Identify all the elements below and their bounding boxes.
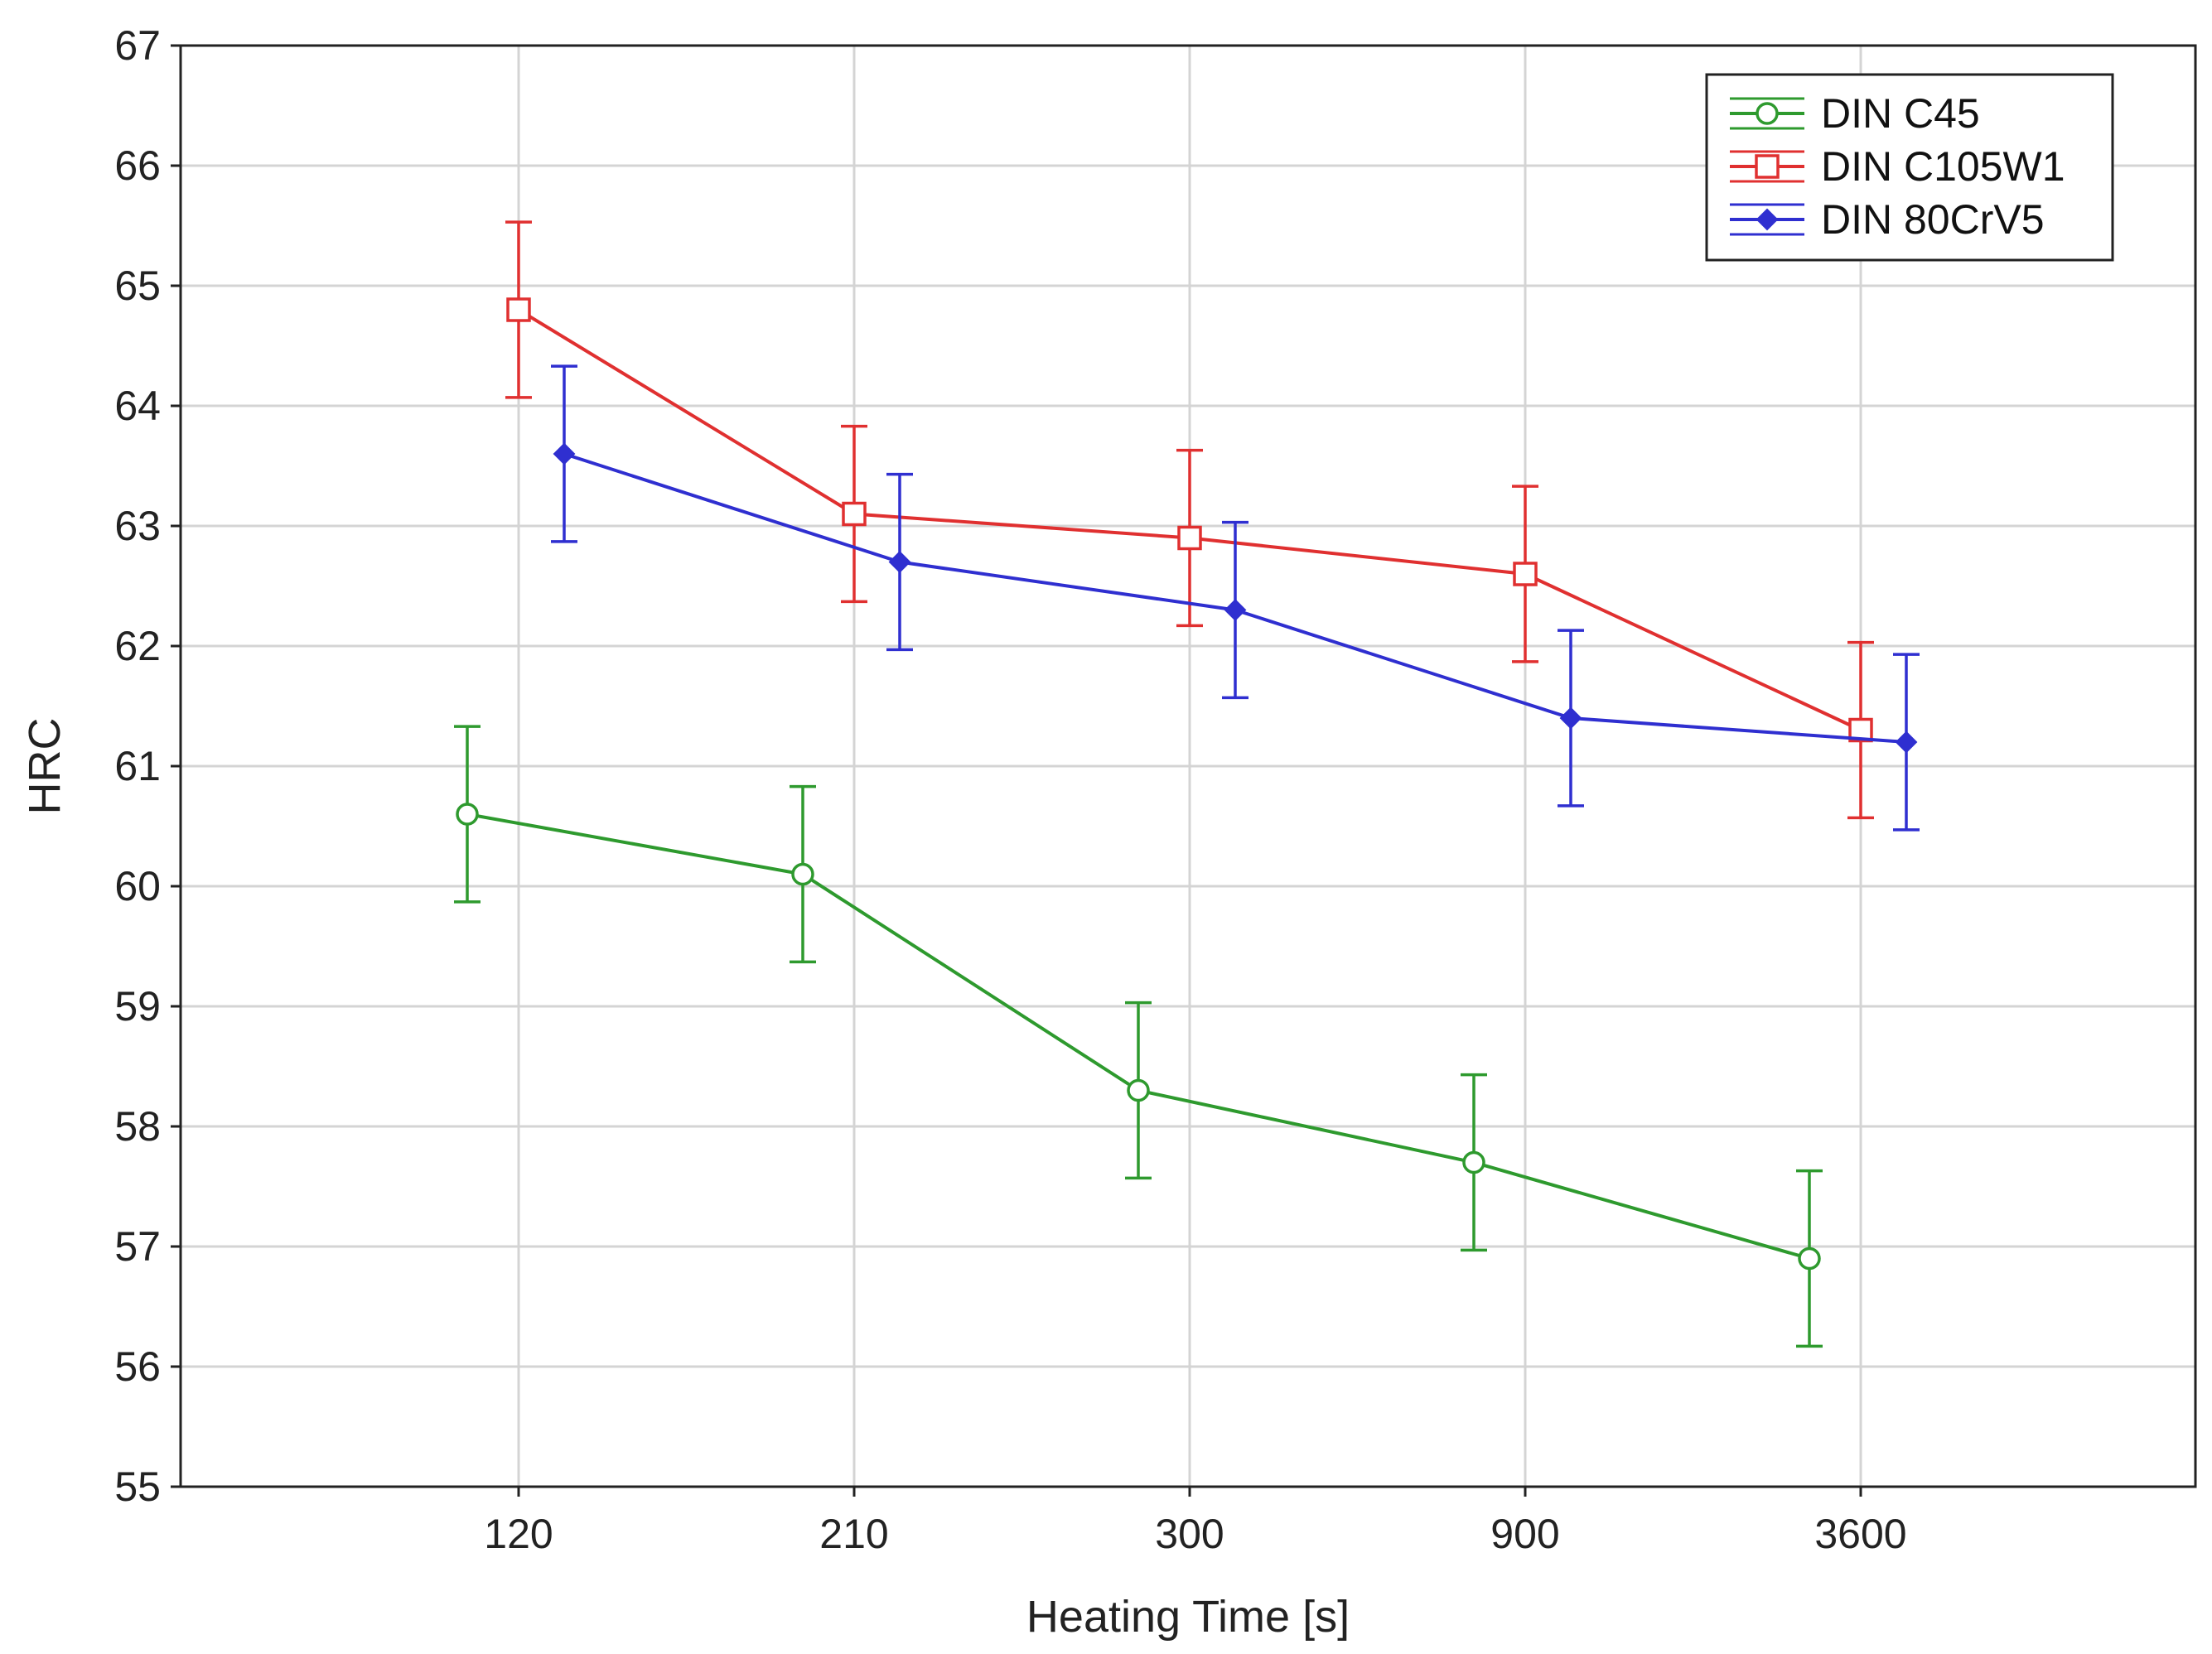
y-tick-label: 62 [114, 623, 161, 669]
data-point [1798, 1247, 1821, 1271]
data-point [1127, 1078, 1150, 1102]
data-point [506, 297, 531, 322]
y-tick-label: 67 [114, 22, 161, 69]
y-tick-label: 64 [114, 383, 161, 429]
x-axis-title: Heating Time [s] [1026, 1592, 1350, 1642]
legend: DIN C45 DIN C105W1 DIN 80CrV5 [1705, 73, 2114, 262]
y-tick-label: 60 [114, 863, 161, 909]
y-tick-label: 66 [114, 142, 161, 189]
data-point [842, 501, 867, 527]
data-point [1895, 731, 1918, 754]
data-point [1513, 562, 1538, 586]
data-point [553, 442, 576, 465]
x-tick-label: 300 [1155, 1511, 1224, 1557]
data-point [1224, 599, 1247, 621]
y-tick-label: 65 [114, 263, 161, 309]
y-axis-title: HRC [20, 718, 70, 815]
y-tick-label: 55 [114, 1464, 161, 1510]
legend-marker [1756, 208, 1779, 231]
legend-item: DIN C45 [1730, 90, 1980, 137]
data-point [1559, 706, 1582, 730]
legend-item: DIN 80CrV5 [1730, 196, 2045, 243]
x-axis-ticks: 120 210 300 900 3600 [484, 1487, 1907, 1557]
y-tick-label: 59 [114, 983, 161, 1030]
legend-label: DIN C45 [1821, 90, 1980, 137]
grid-lines [181, 44, 2195, 1488]
x-tick-label: 120 [484, 1511, 553, 1557]
series-din-80crv5 [551, 364, 1920, 832]
y-tick-label: 58 [114, 1103, 161, 1150]
series-layer [454, 220, 1920, 1348]
legend-label: DIN 80CrV5 [1821, 196, 2045, 243]
legend-label: DIN C105W1 [1821, 143, 2065, 190]
legend-marker [1755, 154, 1780, 179]
y-tick-label: 56 [114, 1343, 161, 1390]
x-tick-label: 3600 [1814, 1511, 1906, 1557]
data-point [456, 803, 479, 826]
data-point [1462, 1150, 1485, 1174]
legend-item: DIN C105W1 [1730, 143, 2065, 190]
series-din-c45 [454, 725, 1823, 1348]
data-point [888, 551, 911, 573]
y-tick-label: 61 [114, 743, 161, 789]
legend-marker [1756, 102, 1779, 125]
y-axis-ticks: 55 56 57 58 59 60 61 62 63 64 65 66 67 [114, 22, 181, 1510]
series-din-c105w1 [505, 220, 1874, 820]
x-tick-label: 210 [819, 1511, 888, 1557]
data-point [1177, 525, 1202, 551]
y-tick-label: 63 [114, 503, 161, 549]
x-tick-label: 900 [1490, 1511, 1559, 1557]
data-point [791, 862, 814, 886]
y-tick-label: 57 [114, 1223, 161, 1270]
